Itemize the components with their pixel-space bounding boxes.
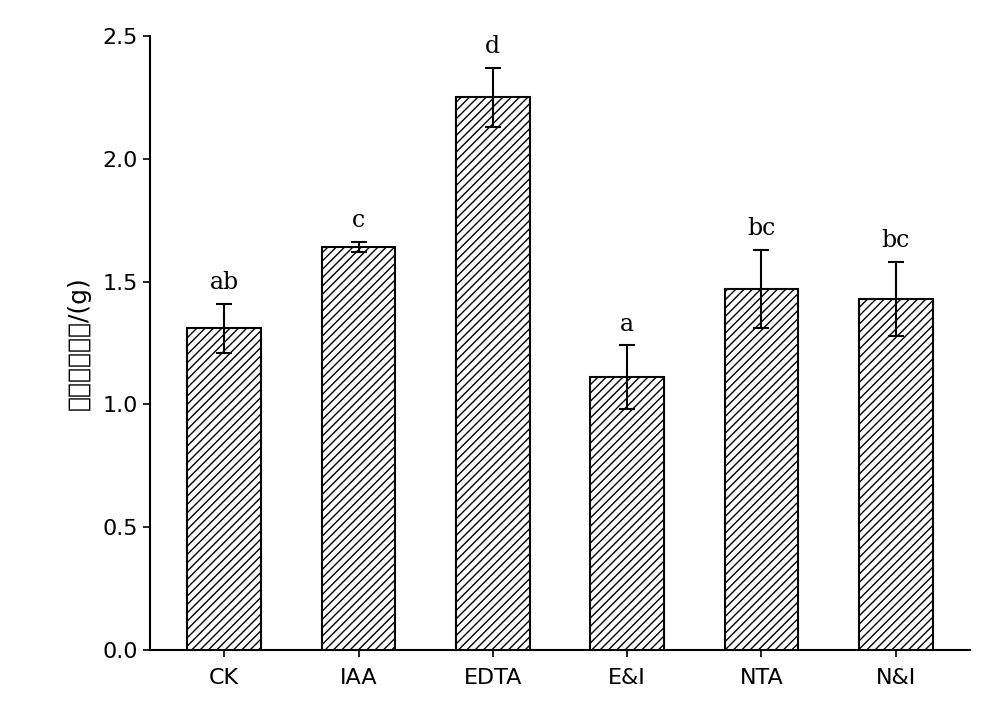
Text: bc: bc	[882, 229, 910, 252]
Text: bc: bc	[747, 217, 776, 240]
Bar	[859, 299, 933, 650]
Bar	[322, 247, 395, 650]
Text: d: d	[485, 35, 500, 58]
Bar	[725, 289, 798, 650]
Bar	[590, 378, 664, 650]
Bar	[187, 329, 261, 650]
Text: a: a	[620, 313, 634, 336]
Text: c: c	[352, 209, 365, 232]
Bar	[456, 97, 530, 650]
Y-axis label: 李氏禾根干重/(g): 李氏禾根干重/(g)	[67, 276, 91, 410]
Text: ab: ab	[210, 271, 239, 294]
